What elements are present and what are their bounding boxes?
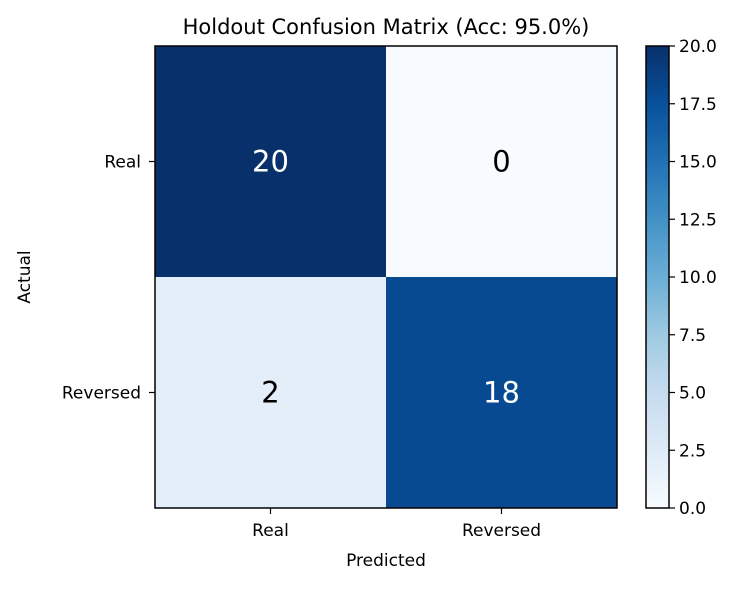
heatmap-cell-r1-c0	[155, 277, 386, 508]
y-tick-label: Real	[104, 153, 141, 173]
plot-frame	[154, 45, 618, 509]
colorbar-tick-label: 17.5	[679, 95, 717, 115]
y-tick-label: Reversed	[62, 384, 141, 404]
cell-value-label-r1-c0: 2	[261, 376, 279, 410]
y-axis-label: Actual	[15, 250, 35, 303]
colorbar-tick-label: 10.0	[679, 268, 717, 288]
heatmap-cell-labels: 20 0 2 18	[252, 145, 520, 410]
colorbar-tick-label: 12.5	[679, 210, 717, 230]
colorbar-ticks: 0.0 2.5 5.0 7.5 10.0 12.5 15.0 17.5 20.0	[669, 37, 717, 519]
colorbar-tick-label: 2.5	[679, 441, 706, 461]
chart-title: Holdout Confusion Matrix (Acc: 95.0%)	[183, 15, 590, 39]
heatmap-cell-r0-c0	[155, 46, 386, 277]
colorbar-tick-label: 5.0	[679, 384, 706, 404]
colorbar	[646, 46, 669, 508]
colorbar-tick-label: 0.0	[679, 499, 706, 519]
heatmap-cell-r1-c1	[386, 277, 617, 508]
heatmap-cells	[155, 46, 617, 508]
colorbar-tick-label: 20.0	[679, 37, 717, 57]
cell-value-label-r1-c1: 18	[483, 376, 520, 410]
colorbar-tick-label: 15.0	[679, 153, 717, 173]
cell-value-label-r0-c0: 20	[252, 145, 289, 179]
colorbar-tick-label: 7.5	[679, 326, 706, 346]
x-axis-label: Predicted	[346, 551, 426, 571]
x-tick-label: Real	[252, 521, 289, 541]
x-tick-label: Reversed	[462, 521, 541, 541]
heatmap-cell-r0-c1	[386, 46, 617, 277]
y-axis-ticks: Real Reversed	[62, 153, 155, 404]
x-axis-ticks: Real Reversed	[252, 508, 541, 541]
cell-value-label-r0-c1: 0	[492, 145, 510, 179]
